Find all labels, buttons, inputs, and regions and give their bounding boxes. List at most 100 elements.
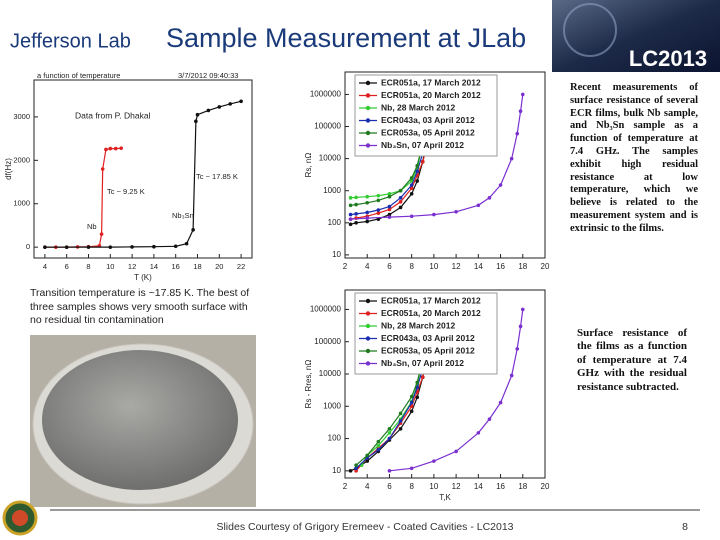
data-point (387, 215, 392, 219)
data-point (387, 212, 392, 217)
annotation: Tc ~ 17.85 K (196, 172, 238, 181)
data-point (108, 146, 113, 151)
annotation: Tc ~ 9.25 K (107, 187, 145, 196)
data-point (191, 227, 195, 232)
legend-label: ECR053a, 05 April 2012 (381, 127, 475, 137)
data-point (518, 324, 523, 329)
data-point (415, 163, 420, 168)
data-point (194, 119, 198, 124)
x-tick-label: 2 (343, 262, 348, 271)
data-point (409, 409, 414, 414)
data-point (498, 400, 503, 405)
footer-credit: Slides Courtesy of Grigory Eremeev - Coa… (216, 521, 513, 533)
data-point (348, 222, 353, 227)
data-point (365, 456, 370, 460)
x-tick-label: 6 (65, 262, 69, 271)
data-point (365, 194, 370, 199)
photo-sample (42, 350, 238, 490)
data-point (348, 469, 353, 473)
data-point (487, 417, 492, 421)
y-tick-label: 10 (332, 250, 341, 259)
x-tick-label: 8 (86, 262, 90, 271)
data-point (365, 453, 370, 458)
data-point (108, 245, 113, 249)
legend-marker (365, 298, 371, 304)
plot-area (33, 79, 253, 259)
x-axis-label: T,K (439, 493, 451, 502)
legend-marker (365, 118, 371, 123)
x-tick-label: 18 (518, 482, 527, 491)
x-tick-label: 16 (496, 262, 505, 271)
y-tick-label: 100 (328, 218, 342, 227)
data-point (348, 217, 353, 221)
chart-title: a function of temperature (37, 71, 120, 80)
data-point (398, 200, 403, 204)
data-point (387, 436, 392, 441)
data-point (113, 146, 118, 151)
legend-marker (365, 311, 371, 316)
data-point (376, 211, 381, 215)
x-tick-label: 10 (429, 482, 438, 491)
annotation: Nb₃Sn (172, 211, 194, 220)
logo: Jefferson Lab (10, 30, 131, 52)
data-point (409, 183, 414, 187)
y-tick-label: 0 (26, 242, 30, 251)
data-point (409, 466, 414, 471)
data-point (432, 459, 436, 463)
slide-title: Sample Measurement at JLab (166, 23, 526, 53)
data-point (228, 102, 232, 106)
x-tick-label: 14 (150, 262, 158, 271)
data-point (354, 202, 358, 207)
x-tick-label: 2 (343, 482, 348, 491)
data-point (398, 427, 403, 431)
series-line (350, 139, 426, 216)
caption: Transition temperature is ~17.85 K. The … (30, 287, 250, 327)
data-point (415, 169, 420, 174)
data-point (119, 146, 123, 150)
annotation: 3/7/2012 09:40:33 (178, 71, 238, 80)
y-axis-label: Rs, nΩ (304, 153, 313, 178)
page-number: 8 (682, 521, 688, 533)
note: Surface resistance of the films as a fun… (577, 327, 687, 393)
data-point (184, 241, 189, 246)
data-point (354, 469, 358, 473)
x-tick-label: 4 (365, 482, 370, 491)
data-point (409, 400, 414, 405)
legend-marker (365, 105, 371, 111)
y-tick-label: 100000 (314, 337, 341, 346)
data-point (476, 431, 481, 435)
data-point (348, 196, 353, 200)
data-point (376, 439, 381, 444)
data-point (515, 347, 520, 351)
data-point (387, 469, 392, 473)
data-point (354, 195, 358, 200)
y-tick-label: 1000 (323, 401, 341, 410)
data-point (100, 167, 105, 171)
data-point (432, 212, 436, 217)
data-point (64, 245, 69, 249)
data-point (365, 210, 370, 215)
data-point (409, 404, 414, 409)
legend-marker (365, 143, 371, 148)
data-point (387, 192, 392, 196)
x-tick-label: 12 (452, 482, 461, 491)
data-point (376, 447, 381, 452)
x-tick-label: 12 (452, 262, 461, 271)
data-point (409, 214, 414, 219)
data-point (409, 176, 414, 180)
data-point (354, 212, 358, 216)
data-point (398, 419, 403, 423)
y-tick-label: 10000 (319, 154, 342, 163)
data-point (365, 219, 370, 224)
data-point (398, 205, 403, 210)
data-point (387, 431, 392, 435)
data-point (509, 373, 514, 378)
x-tick-label: 4 (365, 262, 370, 271)
data-point (520, 92, 525, 97)
y-axis-label: Rs - Rres, nΩ (304, 360, 313, 409)
data-point (454, 449, 458, 454)
data-point (376, 198, 381, 203)
legend-marker (365, 80, 371, 86)
legend-label: Nb₃Sn, 07 April 2012 (381, 140, 464, 150)
